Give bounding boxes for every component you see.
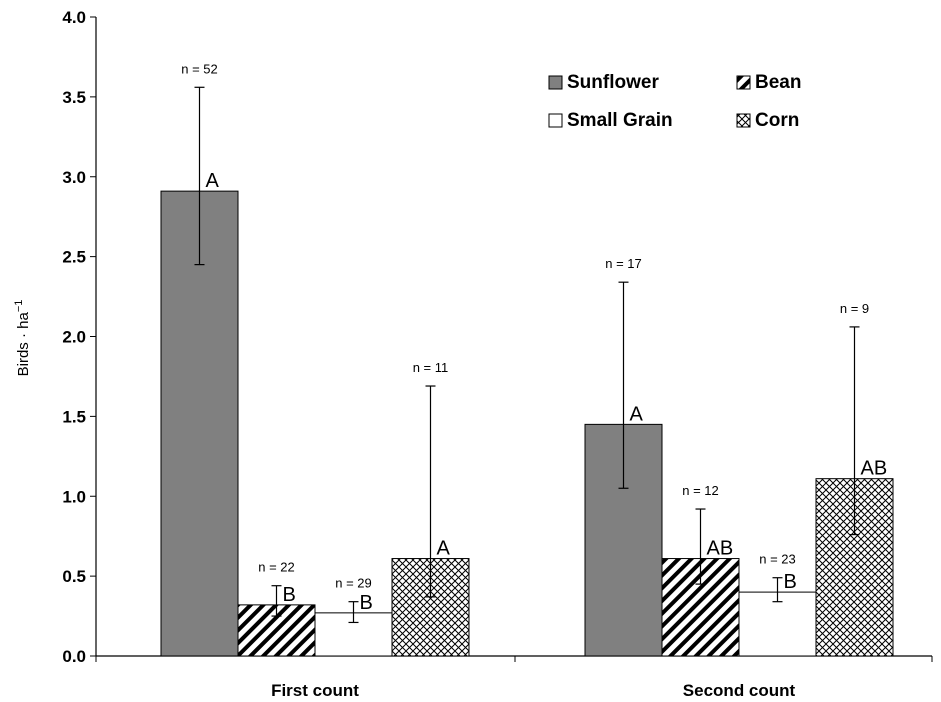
x-category-label: First count	[271, 681, 359, 700]
legend-swatch	[548, 75, 563, 90]
legend: Sunflower Bean Small Grain Corn	[548, 72, 801, 131]
sample-size-label: n = 11	[413, 360, 449, 375]
sample-size-label: n = 17	[605, 256, 642, 271]
sample-size-label: n = 23	[759, 552, 796, 567]
y-tick-label: 3.0	[62, 168, 86, 187]
sample-size-label: n = 22	[258, 560, 295, 575]
y-tick-label: 0.5	[62, 567, 86, 586]
x-category-label: Second count	[683, 681, 796, 700]
bar-small-grain	[738, 591, 817, 657]
legend-label: Bean	[755, 72, 801, 93]
y-axis-title: Birds · ha−1	[13, 300, 32, 377]
y-tick-label: 2.0	[62, 328, 86, 347]
sample-size-label: n = 12	[682, 483, 719, 498]
legend-label: Corn	[755, 110, 799, 131]
legend-swatch	[548, 113, 563, 128]
significance-label: B	[360, 592, 373, 614]
bars-layer	[160, 86, 894, 657]
significance-label: AB	[707, 538, 734, 560]
significance-label: B	[784, 571, 797, 593]
y-tick-label: 2.5	[62, 248, 86, 267]
legend-swatch	[736, 113, 751, 128]
legend-swatch	[736, 75, 751, 90]
legend-label: Small Grain	[567, 110, 673, 131]
y-tick-label: 4.0	[62, 8, 86, 27]
y-tick-label: 0.0	[62, 647, 86, 666]
significance-label: A	[206, 170, 220, 192]
sample-size-label: n = 9	[840, 301, 869, 316]
significance-label: A	[437, 538, 451, 560]
sample-size-label: n = 29	[335, 576, 372, 591]
bar-sunflower	[160, 190, 239, 657]
significance-label: B	[283, 584, 296, 606]
labels-layer: First count Second count n = 52 An = 17 An =…	[181, 61, 887, 700]
y-tick-label: 1.0	[62, 487, 86, 506]
significance-label: AB	[861, 458, 888, 480]
significance-label: A	[630, 403, 644, 425]
y-tick-label: 3.5	[62, 88, 86, 107]
legend-label: Sunflower	[567, 72, 659, 93]
y-tick-label: 1.5	[62, 407, 86, 426]
sample-size-label: n = 52	[181, 61, 218, 76]
